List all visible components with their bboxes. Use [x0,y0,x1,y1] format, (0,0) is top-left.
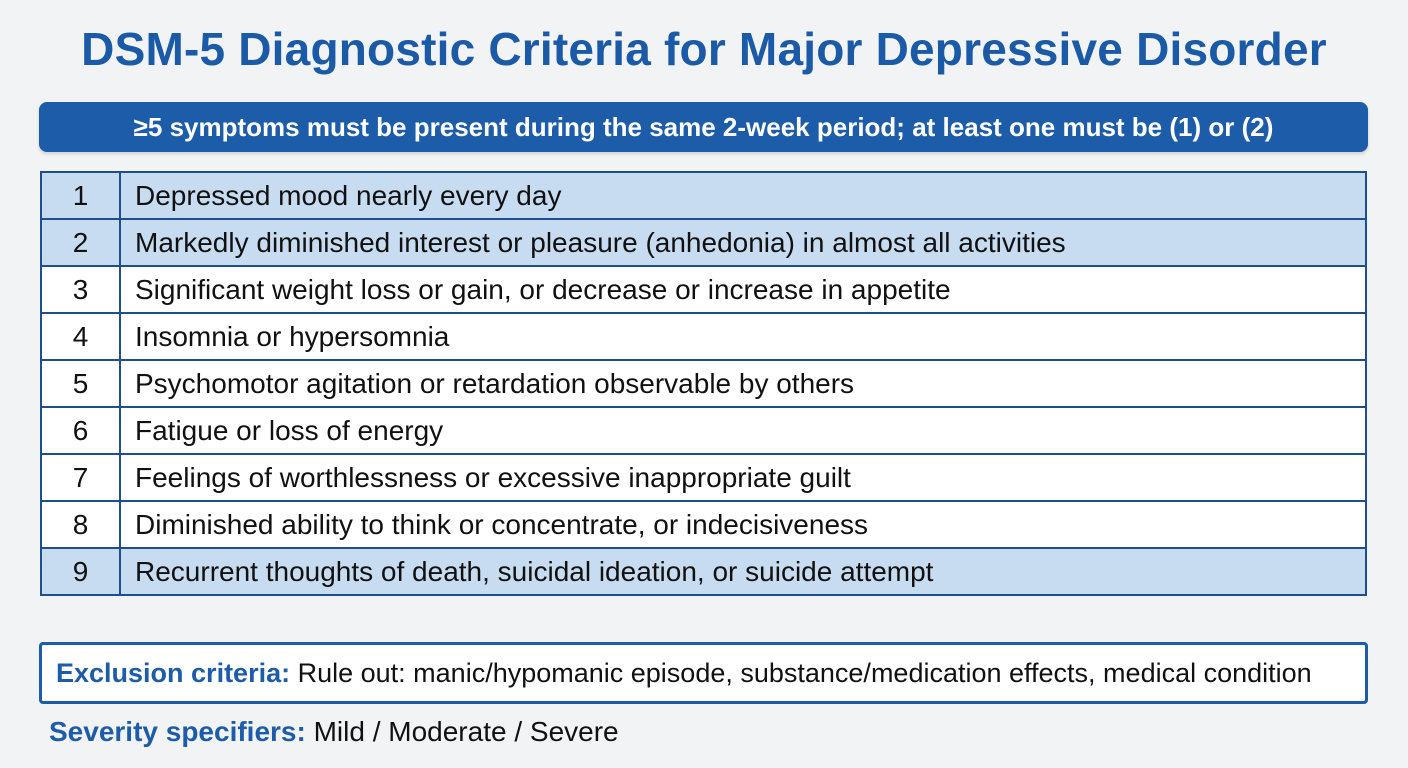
table-row: 5 Psychomotor agitation or retardation o… [40,359,1367,408]
criterion-number: 7 [40,453,121,502]
criterion-text: Significant weight loss or gain, or decr… [119,265,1367,314]
page-title: DSM-5 Diagnostic Criteria for Major Depr… [81,23,1327,75]
table-row: 1 Depressed mood nearly every day [40,171,1367,220]
criterion-number: 8 [40,500,121,549]
exclusion-criteria-box: Exclusion criteria: Rule out: manic/hypo… [39,642,1368,704]
table-row: 4 Insomnia or hypersomnia [40,312,1367,361]
criterion-text: Markedly diminished interest or pleasure… [119,218,1367,267]
exclusion-label: Exclusion criteria: [56,658,291,688]
table-row: 2 Markedly diminished interest or pleasu… [40,218,1367,267]
criterion-number: 1 [40,171,121,220]
table-row: 6 Fatigue or loss of energy [40,406,1367,455]
criteria-table: 1 Depressed mood nearly every day 2 Mark… [40,171,1367,596]
criterion-text: Depressed mood nearly every day [119,171,1367,220]
criterion-text: Diminished ability to think or concentra… [119,500,1367,549]
criteria-requirement-banner: ≥5 symptoms must be present during the s… [39,102,1368,152]
criterion-number: 6 [40,406,121,455]
table-row: 9 Recurrent thoughts of death, suicidal … [40,547,1367,596]
table-row: 8 Diminished ability to think or concent… [40,500,1367,549]
criterion-number: 5 [40,359,121,408]
criterion-number: 9 [40,547,121,596]
criterion-text: Feelings of worthlessness or excessive i… [119,453,1367,502]
table-row: 7 Feelings of worthlessness or excessive… [40,453,1367,502]
table-row: 3 Significant weight loss or gain, or de… [40,265,1367,314]
criterion-number: 2 [40,218,121,267]
criterion-number: 3 [40,265,121,314]
severity-text: Mild / Moderate / Severe [313,716,619,747]
criterion-number: 4 [40,312,121,361]
criterion-text: Fatigue or loss of energy [119,406,1367,455]
criterion-text: Psychomotor agitation or retardation obs… [119,359,1367,408]
criterion-text: Insomnia or hypersomnia [119,312,1367,361]
criterion-text: Recurrent thoughts of death, suicidal id… [119,547,1367,596]
exclusion-text: Rule out: manic/hypomanic episode, subst… [297,658,1312,688]
severity-label: Severity specifiers: [49,716,306,747]
severity-specifiers: Severity specifiers: Mild / Moderate / S… [49,716,619,748]
